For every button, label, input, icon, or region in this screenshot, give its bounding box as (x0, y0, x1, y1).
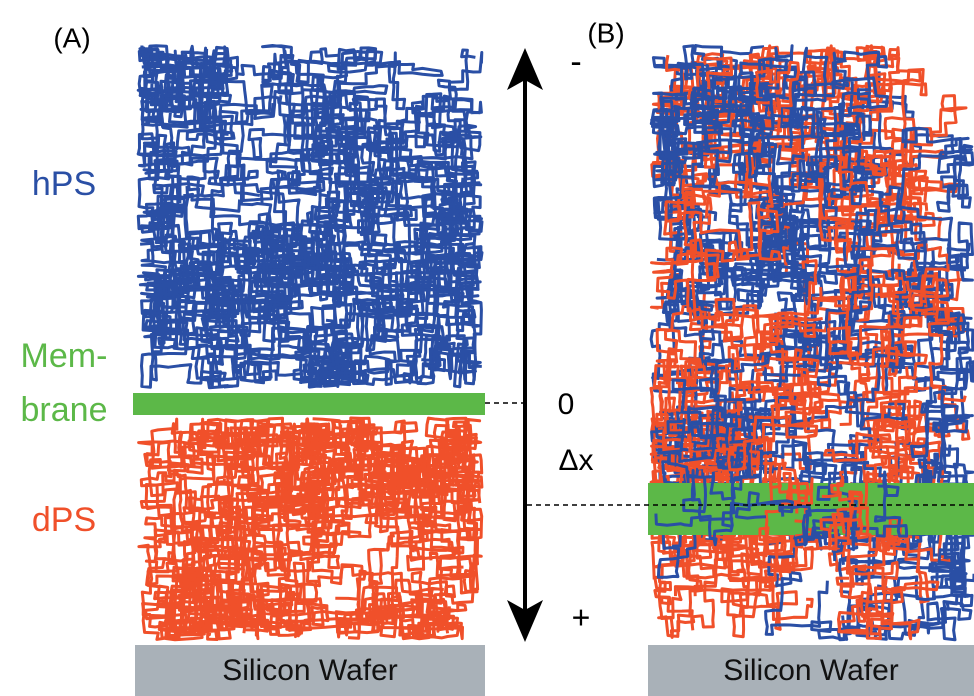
polymer-chain (649, 62, 832, 247)
polymer-chain (827, 243, 967, 403)
polymer-chain (236, 231, 484, 343)
polymer-chain (165, 45, 258, 136)
polymer-chain (651, 87, 816, 179)
polymer-chain (655, 259, 820, 487)
polymer-chain (334, 444, 461, 634)
polymer-chain (259, 148, 356, 282)
polymer-chain (206, 482, 327, 573)
polymer-chain (140, 156, 208, 389)
axis-zero: 0 (558, 388, 575, 421)
polymer-chain (313, 116, 409, 234)
polymer-chain (341, 265, 483, 389)
polymer-chain (650, 180, 782, 313)
polymer-chain (654, 491, 794, 547)
layer-label: Mem- (21, 337, 108, 375)
layer-label: hPS (32, 165, 96, 203)
axis-top: - (570, 43, 581, 81)
layer-label: brane (21, 391, 108, 429)
arrow-head (507, 600, 543, 642)
polymer-chain (382, 159, 484, 269)
polymer-chain (247, 169, 396, 352)
polymer-chain (143, 417, 270, 589)
polymer-chain (139, 241, 287, 387)
panel-b-chains (648, 44, 974, 642)
membrane (133, 393, 485, 415)
polymer-chain (769, 469, 809, 524)
arrow-head (507, 48, 543, 90)
polymer-chain (218, 530, 362, 638)
axis-label: Δx (558, 444, 593, 477)
polymer-chain (368, 570, 459, 639)
polymer-chain (773, 282, 974, 388)
polymer-chain (137, 421, 279, 558)
polymer-chain (167, 519, 351, 638)
polymer-chain (136, 68, 212, 249)
polymer-chain (664, 56, 851, 227)
polymer-chain (835, 560, 940, 641)
panel-label: (B) (587, 17, 624, 48)
polymer-chain (280, 424, 482, 578)
polymer-chain (335, 488, 483, 639)
polymer-chain (727, 61, 884, 206)
polymer-chain (671, 365, 804, 505)
polymer-chain (706, 314, 841, 472)
wafer-label: Silicon Wafer (222, 654, 398, 687)
polymer-chain (832, 470, 872, 547)
polymer-chain (271, 223, 372, 330)
polymer-chain (649, 415, 782, 500)
panel-a-chains (136, 44, 484, 642)
polymer-chain (682, 469, 743, 528)
polymer-chain (141, 64, 389, 202)
wafer-b (648, 645, 974, 696)
polymer-chain (136, 182, 270, 329)
axis-bottom: + (572, 599, 591, 635)
layer-label: dPS (32, 501, 96, 539)
polymer-chain (755, 60, 943, 243)
wafer-a (135, 645, 485, 696)
polymer-chain (184, 93, 369, 318)
polymer-chain (207, 222, 357, 383)
polymer-chain (368, 270, 482, 386)
polymer-chain (851, 126, 974, 264)
polymer-chain (137, 48, 236, 289)
polymer-chain (790, 50, 889, 193)
polymer-chain (186, 46, 378, 213)
polymer-chain (139, 417, 332, 531)
wafer-label: Silicon Wafer (723, 654, 899, 687)
panel-label: (A) (53, 22, 90, 53)
